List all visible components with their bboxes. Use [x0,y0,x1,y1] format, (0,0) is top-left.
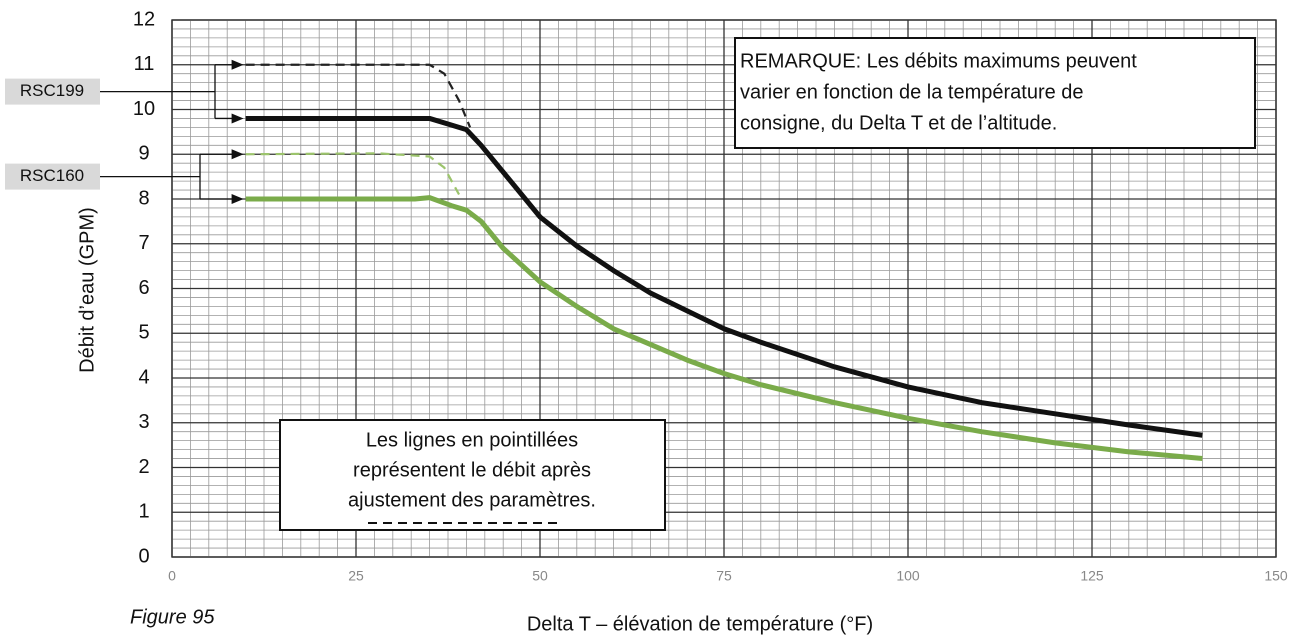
arrow-head [231,194,244,204]
note-text: varier en fonction de la température de [740,81,1084,103]
series-label: RSC199 [20,81,84,100]
marks [245,63,1203,462]
y-tick-label: 12 [133,8,155,30]
x-axis-title: Delta T – élévation de température (°F) [527,613,873,635]
y-tick-label: 0 [138,545,149,567]
y-tick-label: 6 [138,277,149,299]
note-text: REMARQUE: Les débits maximums peuvent [740,50,1137,72]
legend-note-box [279,419,666,531]
y-tick-label: 5 [138,322,149,344]
line [245,195,1203,462]
dashed-line [245,152,461,196]
series-label: RSC160 [20,166,84,185]
x-tick-label: 75 [716,568,732,584]
x-tick-label: 150 [1264,568,1288,584]
note-text: consigne, du Delta T et de l’altitude. [740,112,1057,134]
y-axis-title: Débit d’eau (GPM) [76,207,98,373]
x-tick-label: 50 [532,568,548,584]
arrow-head [231,113,244,124]
x-tick-label: 0 [168,568,176,584]
y-tick-label: 4 [138,366,149,388]
note-box [734,37,1256,149]
line [245,115,1203,438]
x-tick-label: 125 [1080,568,1104,584]
x-tick-label: 100 [896,568,920,584]
arrow-head [231,59,244,70]
figure-caption: Figure 95 [130,606,215,628]
y-tick-label: 11 [134,53,155,75]
arrow-head [231,149,244,160]
note-text: Les lignes en pointillées [366,429,578,451]
y-tick-label: 9 [138,143,149,165]
y-tick-label: 8 [138,187,149,209]
y-tick-label: 3 [138,411,149,433]
y-tick-label: 10 [133,98,155,120]
note-text: représentent le débit après [353,459,591,481]
x-tick-label: 25 [348,568,364,584]
y-tick-label: 2 [138,456,149,478]
y-tick-label: 1 [138,501,149,523]
series-label-box [5,163,100,190]
callouts: RSC199 RSC160 [5,59,244,204]
note-text: ajustement des paramètres. [348,489,596,511]
dashed-line [245,63,472,128]
y-tick-label: 7 [138,232,149,254]
series-label-box [5,78,100,105]
